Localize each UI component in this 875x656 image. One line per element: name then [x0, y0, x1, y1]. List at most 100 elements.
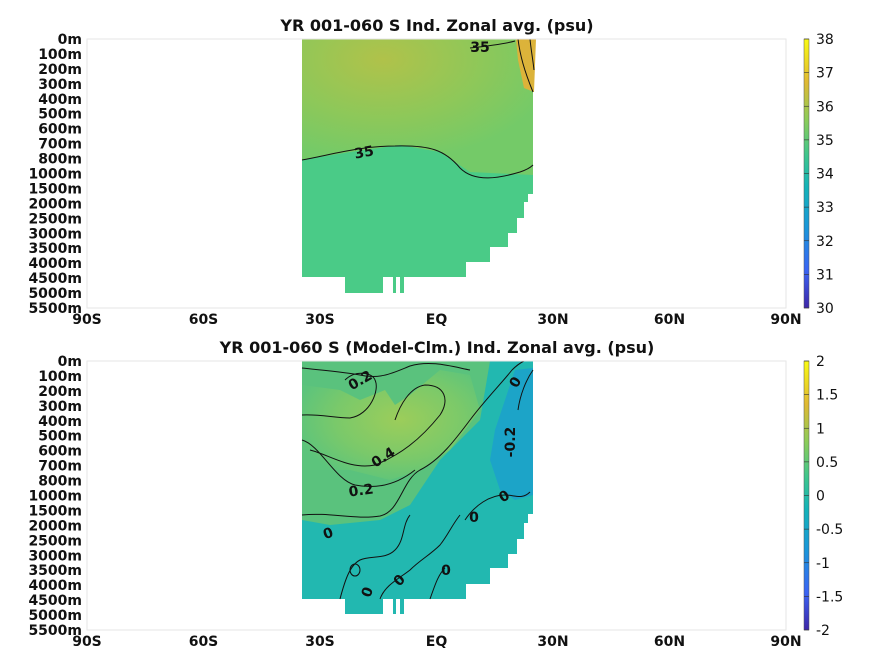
bottom-contour-label-7: 0 — [469, 510, 479, 526]
top-chart-title: YR 001-060 S Ind. Zonal avg. (psu) — [279, 16, 593, 35]
bottom-field-gap-1 — [393, 599, 396, 614]
bottom-y-tick-label: 2500m — [28, 533, 82, 549]
top-colorbar: 30 31 32 33 34 35 36 37 38 — [803, 32, 834, 317]
bottom-field-negative — [490, 368, 533, 500]
top-colorbar-tick-label: 30 — [816, 301, 834, 317]
top-y-tick-label: 500m — [38, 107, 82, 123]
bottom-contour-label-9: 0 — [441, 563, 451, 579]
bottom-field-gap-2 — [400, 599, 404, 614]
top-plot-frame — [86, 38, 787, 309]
top-colorbar-tick-label: 35 — [816, 133, 834, 149]
top-x-tick-label: 30N — [537, 312, 568, 328]
bottom-colorbar: -2 -1.5 -1 -0.5 0 0.5 1 1.5 2 — [803, 354, 843, 639]
top-field-surface-max — [516, 39, 536, 92]
top-y-tick-label: 2500m — [28, 211, 82, 227]
bottom-colorbar-tick-label: 0.5 — [816, 455, 838, 471]
top-x-axis: 90S 60S 30S EQ 30N 60N 90N — [72, 312, 801, 328]
bottom-contour-0-deep-c — [429, 567, 446, 600]
bottom-x-tick-label: EQ — [426, 634, 448, 650]
top-y-tick-label: 100m — [38, 47, 82, 63]
bottom-contour-0.2-c — [301, 439, 416, 488]
bottom-y-tick-label: 600m — [38, 444, 82, 460]
top-x-tick-label: 30S — [305, 312, 335, 328]
bottom-contour-0-deep-a — [339, 514, 411, 600]
top-field-upper — [302, 39, 533, 175]
bottom-y-tick-label: 5500m — [28, 623, 82, 639]
bottom-y-tick-label: 100m — [38, 369, 82, 385]
bottom-contour-label-5: 0.2 — [348, 481, 375, 500]
top-colorbar-tick-label: 37 — [816, 66, 834, 82]
bottom-contour-neg — [517, 369, 534, 411]
bottom-contour-0-right — [464, 491, 531, 521]
top-field-gap-1 — [393, 277, 396, 293]
bottom-y-tick-label: 800m — [38, 474, 82, 490]
top-contour-label-1: 35 — [470, 40, 489, 56]
bottom-x-tick-label: 60N — [654, 634, 685, 650]
bottom-plot-area: 0.2 0 -0.2 0.4 0.2 0 0 0 0 0 0 — [86, 360, 787, 631]
bottom-contour-0.2-a — [301, 363, 471, 378]
top-contour-35-surface — [469, 40, 516, 49]
top-y-tick-label: 1000m — [28, 167, 82, 183]
top-contour-label-2: 35 — [353, 143, 375, 162]
bottom-y-tick-label: 0m — [58, 354, 82, 370]
bottom-x-tick-label: 60S — [189, 634, 219, 650]
bottom-y-tick-label: 700m — [38, 459, 82, 475]
bottom-y-tick-label: 4500m — [28, 593, 82, 609]
top-contour-37 — [529, 38, 535, 71]
top-x-tick-label: 60N — [654, 312, 685, 328]
bottom-x-axis: 90S 60S 30S EQ 30N 60N 90N — [72, 634, 801, 650]
bottom-contour-0.2-b — [301, 372, 377, 419]
bottom-colorbar-tick-label: 0 — [816, 489, 825, 505]
bottom-y-tick-label: 3000m — [28, 548, 82, 564]
bottom-colorbar-tick-label: 2 — [816, 354, 825, 370]
top-field-gap-2 — [400, 277, 404, 293]
top-x-tick-label: EQ — [426, 312, 448, 328]
bottom-y-tick-label: 3500m — [28, 563, 82, 579]
bottom-x-tick-label: 30S — [305, 634, 335, 650]
bottom-y-tick-label: 1500m — [28, 503, 82, 519]
bottom-colorbar-tick-label: 1 — [816, 421, 825, 437]
top-y-tick-label: 800m — [38, 152, 82, 168]
top-colorbar-tick-label: 34 — [816, 167, 834, 183]
top-y-tick-label: 4500m — [28, 271, 82, 287]
bottom-colorbar-tick-label: -2 — [816, 623, 830, 639]
bottom-contour-0-deep-b — [379, 514, 461, 600]
bottom-y-tick-label: 500m — [38, 429, 82, 445]
top-y-tick-label: 2000m — [28, 196, 82, 212]
top-colorbar-tick-label: 36 — [816, 99, 834, 115]
bottom-x-tick-label: 90S — [72, 634, 102, 650]
top-y-tick-label: 1500m — [28, 181, 82, 197]
bottom-y-tick-label: 5000m — [28, 608, 82, 624]
bottom-contour-0-main — [301, 360, 525, 518]
bottom-x-tick-label: 30N — [537, 634, 568, 650]
top-y-tick-label: 400m — [38, 92, 82, 108]
bottom-contour-0.4 — [309, 384, 446, 467]
top-y-tick-label: 3000m — [28, 226, 82, 242]
top-colorbar-tick-label: 38 — [816, 32, 834, 48]
bottom-contour-label-3: -0.2 — [503, 427, 519, 458]
top-x-tick-label: 60S — [189, 312, 219, 328]
top-colorbar-tick-label: 33 — [816, 200, 834, 216]
bottom-y-tick-label: 1000m — [28, 489, 82, 505]
bottom-contour-0-blob — [349, 563, 361, 577]
top-y-tick-label: 5500m — [28, 301, 82, 317]
bottom-colorbar-tick-label: 1.5 — [816, 388, 838, 404]
bottom-y-tick-label: 200m — [38, 384, 82, 400]
top-contour-36 — [517, 38, 534, 93]
top-colorbar-tick-label: 32 — [816, 234, 834, 250]
bottom-chart-title: YR 001-060 S (Model-Clm.) Ind. Zonal avg… — [219, 338, 655, 357]
bottom-colorbar-tick-label: -0.5 — [816, 522, 843, 538]
bottom-y-axis: 0m100m200m300m400m500m600m700m800m1000m1… — [28, 354, 82, 639]
top-plot-area: 35 35 — [86, 38, 787, 309]
top-y-tick-label: 4000m — [28, 256, 82, 272]
bottom-y-tick-label: 400m — [38, 414, 82, 430]
top-y-tick-label: 200m — [38, 62, 82, 78]
bottom-chart: YR 001-060 S (Model-Clm.) Ind. Zonal avg… — [28, 338, 843, 650]
bottom-field-core — [302, 370, 480, 480]
bottom-plot-frame — [86, 360, 787, 631]
top-colorbar-ticks: 30 31 32 33 34 35 36 37 38 — [804, 32, 834, 317]
top-chart: YR 001-060 S Ind. Zonal avg. (psu) 35 35… — [28, 16, 833, 328]
top-contour-35-deep — [301, 145, 534, 179]
bottom-colorbar-ticks: -2 -1.5 -1 -0.5 0 0.5 1 1.5 2 — [804, 354, 843, 639]
